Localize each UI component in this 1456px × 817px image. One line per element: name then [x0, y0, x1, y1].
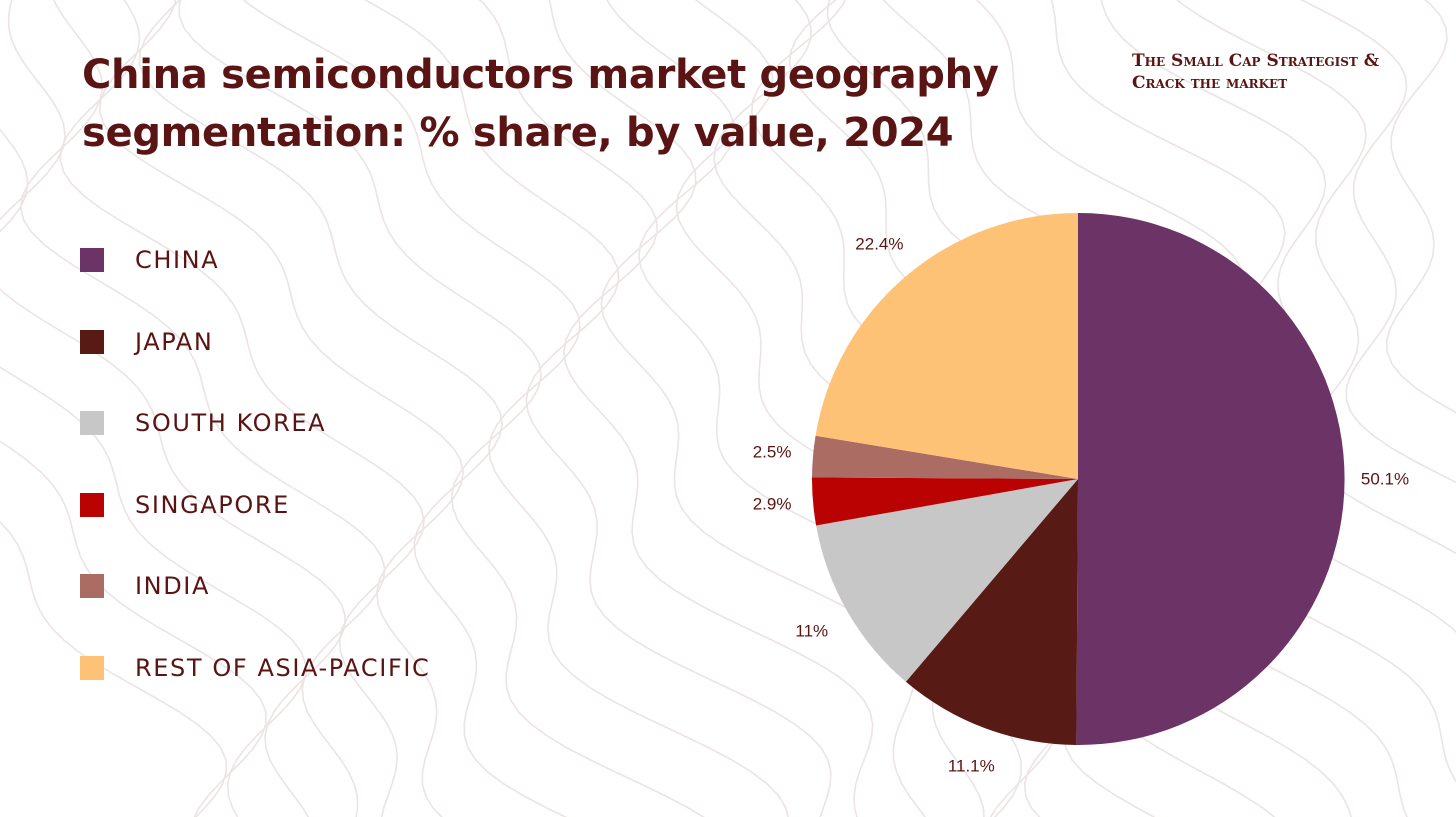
- contour-line: [138, 0, 568, 817]
- chart-legend: CHINA JAPAN SOUTH KOREA SINGAPORE INDIA …: [80, 240, 430, 729]
- chart-title: China semiconductors market geography se…: [82, 46, 1082, 162]
- contour-line: [0, 0, 347, 817]
- pie-value-labels: 50.1% 11.1% 11% 2.9% 2.5% 22.4%: [753, 234, 1409, 775]
- pie-slice-india: [812, 435, 1078, 479]
- pie-slice-rest-of-asia-pacific: [815, 213, 1078, 479]
- contour-line: [242, 0, 789, 817]
- pie-label-rest-of-asia-pacific: 22.4%: [855, 234, 903, 253]
- pie-label-china: 50.1%: [1361, 469, 1409, 488]
- contour-line: [19, 0, 386, 817]
- legend-swatch-china: [80, 248, 104, 272]
- pie-label-japan: 11.1%: [948, 756, 995, 775]
- legend-swatch-rest-of-asia-pacific: [80, 655, 104, 680]
- contour-line: [478, 0, 874, 817]
- contour-line: [59, 0, 425, 817]
- legend-swatch-japan: [80, 329, 104, 354]
- pie-label-india: 2.5%: [753, 442, 792, 461]
- legend-item-south-korea: SOUTH KOREA: [80, 403, 430, 443]
- chart-title-line-1: China semiconductors market geography: [82, 52, 999, 98]
- legend-item-japan: JAPAN: [80, 322, 430, 362]
- legend-label-south-korea: SOUTH KOREA: [135, 409, 327, 437]
- contour-line: [0, 128, 307, 817]
- legend-swatch-india: [80, 574, 104, 598]
- legend-swatch-singapore: [80, 492, 104, 517]
- pie-label-singapore: 2.9%: [753, 494, 792, 513]
- brand-credit: The Small Cap Strategist & Crack the mar…: [1132, 50, 1379, 94]
- contour-line: [0, 520, 228, 817]
- legend-item-singapore: SINGAPORE: [80, 485, 430, 525]
- legend-label-china: CHINA: [135, 246, 220, 274]
- pie-slice-south-korea: [816, 479, 1078, 682]
- chart-title-line-2: segmentation: % share, by value, 2024: [82, 110, 954, 156]
- legend-label-singapore: SINGAPORE: [135, 490, 290, 519]
- brand-line-2: Crack the market: [1132, 73, 1288, 93]
- contour-line: [1385, 0, 1456, 414]
- legend-swatch-south-korea: [80, 411, 104, 435]
- legend-label-india: INDIA: [135, 572, 211, 600]
- contour-line: [548, 0, 927, 817]
- legend-item-india: INDIA: [80, 566, 430, 606]
- contour-line: [0, 440, 267, 817]
- pie-slices: [812, 212, 1345, 745]
- pie-slice-china: [1076, 212, 1345, 745]
- contour-line: [363, 0, 832, 817]
- legend-item-china: CHINA: [80, 240, 430, 280]
- pie-slice-japan: [905, 479, 1078, 745]
- contour-line: [98, 0, 464, 817]
- legend-item-rest-of-asia-pacific: REST OF ASIA-PACIFIC: [80, 648, 430, 688]
- contour-line: [1300, 0, 1456, 484]
- legend-label-rest-of-asia-pacific: REST OF ASIA-PACIFIC: [135, 653, 431, 682]
- pie-slice-singapore: [812, 477, 1078, 526]
- pie-label-south-korea: 11%: [795, 621, 828, 640]
- legend-label-japan: JAPAN: [135, 327, 214, 356]
- brand-line-1: The Small Cap Strategist &: [1132, 51, 1380, 71]
